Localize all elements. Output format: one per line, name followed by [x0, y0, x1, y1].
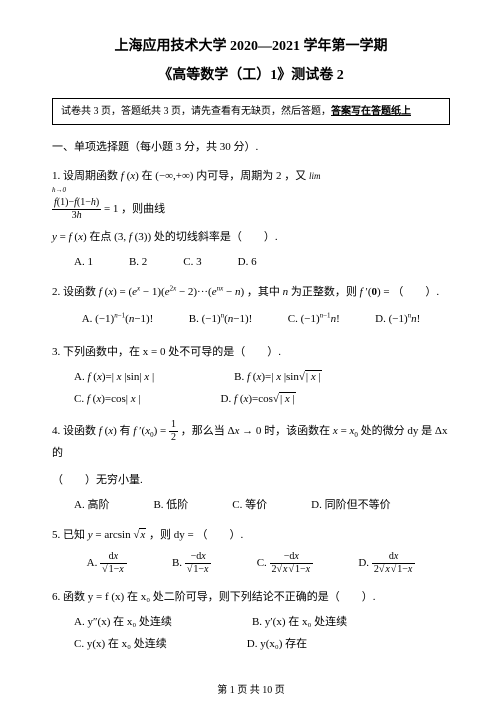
q5-options: A. dx√1−x B. −dx√1−x C. −dx2√x√1−x D. dx…: [52, 552, 450, 575]
question-2: 2. 设函数 f (x) = (ex − 1)(e2x − 2)···(enx …: [52, 282, 450, 303]
q4-opt-b: B. 低阶: [153, 497, 188, 514]
instructions-underline: 答案写在答题纸上: [331, 106, 411, 117]
q1-text-4: ，则曲线: [118, 203, 165, 215]
q5-opt-b: B. −dx√1−x: [172, 552, 211, 575]
q6-opt-d: D. y(x₀) 存在: [247, 636, 307, 653]
q4-text-2: ，那么当: [178, 425, 228, 437]
q3-opt-c: C. f (x)=cos| x |: [74, 391, 141, 408]
q4-text-3: 时，该函数在: [261, 425, 333, 437]
page-title-1: 上海应用技术大学 2020—2021 学年第一学期: [52, 36, 450, 57]
q2-opt-c: C. (−1)n−1n!: [288, 309, 340, 330]
q5-opt-d: D. dx2√x√1−x: [358, 552, 415, 575]
q6-opt-a: A. y″(x) 在 x₀ 处连续: [74, 614, 172, 631]
q4-opt-a: A. 高阶: [74, 497, 109, 514]
q4-options: A. 高阶 B. 低阶 C. 等价 D. 同阶但不等价: [52, 497, 450, 514]
question-5: 5. 已知 y = arcsin √x ，则 dy = （ ）.: [52, 525, 450, 546]
q1-opt-c: C. 3: [183, 254, 201, 271]
question-6: 6. 函数 y = f (x) 在 x₀ 处二阶可导，则下列结论不正确的是（ ）…: [52, 587, 450, 608]
q6-opt-c: C. y(x) 在 x₀ 处连续: [74, 636, 167, 653]
q4-text-1: 4. 设函数: [52, 425, 99, 437]
q5-opt-a: A. dx√1−x: [87, 552, 127, 575]
q3-opt-d: D. f (x)=cos√| x |: [221, 391, 296, 408]
q1-text-3: ，又: [281, 170, 309, 182]
q4-opt-c: C. 等价: [232, 497, 267, 514]
section-heading: 一、单项选择题（每小题 3 分，共 30 分）.: [52, 139, 450, 156]
q6-options: A. y″(x) 在 x₀ 处连续 B. y′(x) 在 x₀ 处连续 C. y…: [52, 614, 450, 653]
page-title-2: 《高等数学（工）1》测试卷 2: [52, 65, 450, 86]
q1-fraction: f(1)−f(1−h) 3h: [52, 198, 101, 221]
question-4: 4. 设函数 f (x) 有 f ′(x0) = 12 ，那么当 Δx → 0 …: [52, 420, 450, 464]
q2-text-1: 2. 设函数: [52, 286, 99, 298]
q4-opt-d: D. 同阶但不等价: [311, 497, 390, 514]
question-3: 3. 下列函数中，在 x = 0 处不可导的是（ ）.: [52, 342, 450, 363]
q6-opt-b: B. y′(x) 在 x₀ 处连续: [252, 614, 347, 631]
q1-text-5: 在点: [87, 231, 115, 243]
q2-options: A. (−1)n−1(n−1)! B. (−1)n(n−1)! C. (−1)n…: [52, 309, 450, 330]
q2-opt-a: A. (−1)n−1(n−1)!: [82, 309, 154, 330]
q1-fx: f: [121, 170, 124, 182]
q1-text-6: 处的切线斜率是（ ）.: [151, 231, 278, 243]
instructions-prefix: 试卷共 3 页，答题纸共 3 页，请先查看有无缺页，然后答题，: [61, 106, 331, 117]
q5-opt-c: C. −dx2√x√1−x: [257, 552, 313, 575]
q2-text-3: （ ）.: [390, 286, 440, 298]
q5-text-1: 5. 已知: [52, 529, 88, 541]
question-4-line2: （ ）无穷小量.: [52, 470, 450, 491]
q1-opt-d: D. 6: [238, 254, 257, 271]
q1-text-2: 内可导，周期为: [193, 170, 276, 182]
instructions-box: 试卷共 3 页，答题纸共 3 页，请先查看有无缺页，然后答题，答案写在答题纸上: [52, 98, 450, 125]
q1-options: A. 1 B. 2 C. 3 D. 6: [52, 254, 450, 271]
q2-text-2: 为正整数，则: [288, 286, 360, 298]
q3-options: A. f (x)=| x |sin| x | B. f (x)=| x |sin…: [52, 369, 450, 408]
q1-text-1: 1. 设周期函数: [52, 170, 121, 182]
q3-opt-b: B. f (x)=| x |sin√| x |: [234, 369, 322, 386]
q3-opt-a: A. f (x)=| x |sin| x |: [74, 369, 154, 386]
q2-opt-b: B. (−1)n(n−1)!: [189, 309, 253, 330]
page-footer: 第 1 页 共 10 页: [0, 683, 502, 698]
q1-opt-a: A. 1: [74, 254, 93, 271]
q5-text-2: ，则 dy = （ ）.: [146, 529, 243, 541]
question-1-line2: y = f (x) 在点 (3, f (3)) 处的切线斜率是（ ）.: [52, 227, 450, 248]
q2-opt-d: D. (−1)nn!: [375, 309, 420, 330]
q1-opt-b: B. 2: [129, 254, 147, 271]
question-1: 1. 设周期函数 f (x) 在 (−∞,+∞) 内可导，周期为 2 ，又 li…: [52, 166, 450, 221]
